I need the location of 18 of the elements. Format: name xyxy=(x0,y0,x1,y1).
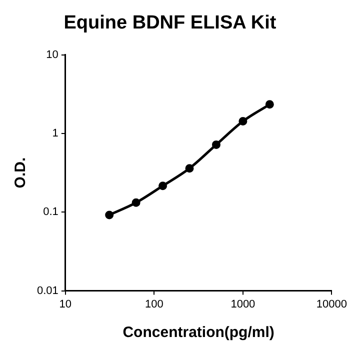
x-tick-label: 10 xyxy=(59,298,72,310)
y-tick-label: 0.1 xyxy=(43,206,58,218)
point xyxy=(158,182,168,190)
y-tick-label: 0.01 xyxy=(36,284,58,297)
y-tick-label: 1 xyxy=(52,128,58,140)
point xyxy=(238,116,248,126)
x-axis-title: Concentration(pg/ml) xyxy=(122,324,274,342)
point xyxy=(265,100,274,109)
y-axis-title: O.D. xyxy=(12,157,30,188)
point xyxy=(105,210,114,220)
y-tick-label: 10 xyxy=(46,48,58,61)
point xyxy=(132,198,140,207)
point xyxy=(185,164,194,173)
chart-title: Equine BDNF ELISA Kit xyxy=(64,12,277,34)
x-tick-label: 100 xyxy=(144,298,164,310)
point xyxy=(212,140,220,149)
x-tick-label: 1000 xyxy=(230,298,256,310)
x-tick-label: 10000 xyxy=(316,298,348,310)
